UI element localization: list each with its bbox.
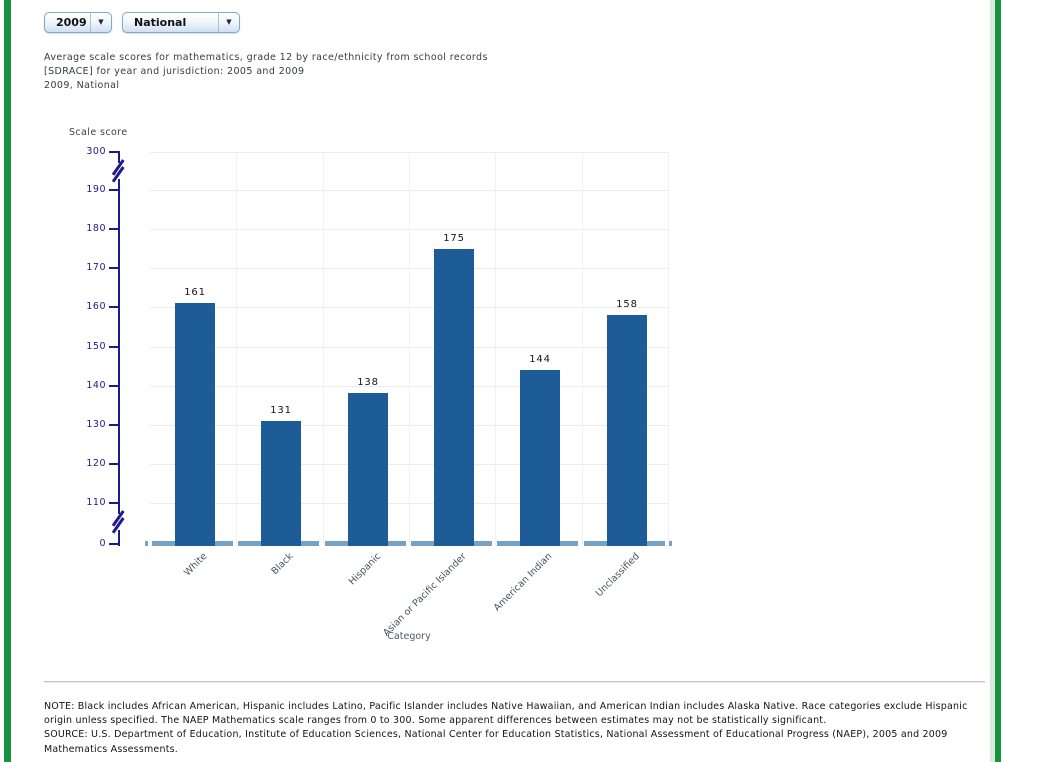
y-tick-mark bbox=[109, 385, 119, 387]
y-tick-label: 0 bbox=[99, 538, 106, 549]
y-tick-mark bbox=[109, 346, 119, 348]
y-tick-mark bbox=[109, 424, 119, 426]
footer-notes: NOTE: Black includes African American, H… bbox=[44, 700, 990, 757]
category-label: Hispanic bbox=[346, 551, 383, 588]
y-tick-mark bbox=[109, 306, 119, 308]
right-light-green-strip bbox=[990, 0, 995, 762]
chart-title: Average scale scores for mathematics, gr… bbox=[44, 51, 488, 93]
gridline-vertical bbox=[236, 152, 237, 545]
bar-value-label: 138 bbox=[357, 377, 379, 388]
jurisdiction-dropdown-value: National bbox=[134, 16, 187, 29]
y-axis-title: Scale score bbox=[69, 127, 128, 138]
source-text: SOURCE: U.S. Department of Education, In… bbox=[44, 729, 948, 755]
chart-title-line2: [SDRACE] for year and jurisdiction: 2005… bbox=[44, 66, 305, 77]
left-green-border bbox=[4, 0, 11, 762]
y-tick-label: 300 bbox=[86, 146, 106, 157]
y-tick-mark bbox=[109, 151, 119, 153]
y-tick-mark bbox=[109, 463, 119, 465]
y-tick-mark bbox=[109, 502, 119, 504]
category-label: Asian or Pacific Islander bbox=[381, 551, 469, 639]
y-tick-label: 120 bbox=[86, 458, 106, 469]
y-tick-label: 180 bbox=[86, 223, 106, 234]
y-tick-mark bbox=[109, 543, 119, 545]
y-axis-line bbox=[117, 151, 120, 546]
category-label: White bbox=[182, 551, 210, 579]
bar-value-label: 144 bbox=[529, 354, 551, 365]
gridline-vertical bbox=[582, 152, 583, 545]
year-dropdown[interactable]: 2009 ▼ bbox=[44, 12, 112, 33]
gridline-vertical bbox=[323, 152, 324, 545]
category-label: Unclassified bbox=[593, 551, 642, 600]
bar bbox=[348, 393, 388, 546]
jurisdiction-dropdown[interactable]: National ▼ bbox=[122, 12, 240, 33]
bar-value-label: 131 bbox=[270, 405, 292, 416]
bar-value-label: 175 bbox=[443, 233, 465, 244]
bar bbox=[434, 249, 474, 546]
year-dropdown-value: 2009 bbox=[56, 16, 87, 29]
bar bbox=[261, 421, 301, 546]
y-tick-label: 160 bbox=[86, 301, 106, 312]
chevron-down-icon: ▼ bbox=[98, 18, 104, 26]
year-dropdown-button[interactable]: ▼ bbox=[90, 13, 111, 32]
baseline-cap bbox=[669, 541, 672, 546]
y-tick-mark bbox=[109, 189, 119, 191]
bar bbox=[520, 370, 560, 546]
chevron-down-icon: ▼ bbox=[226, 18, 232, 26]
category-label: American Indian bbox=[492, 551, 555, 614]
gridline-vertical bbox=[409, 152, 410, 545]
y-tick-label: 130 bbox=[86, 419, 106, 430]
note-text: NOTE: Black includes African American, H… bbox=[44, 701, 968, 727]
bar bbox=[607, 315, 647, 546]
y-tick-label: 190 bbox=[86, 184, 106, 195]
y-tick-mark bbox=[109, 228, 119, 230]
y-tick-label: 110 bbox=[86, 497, 106, 508]
gridline-vertical bbox=[495, 152, 496, 545]
chart-title-line1: Average scale scores for mathematics, gr… bbox=[44, 52, 488, 63]
chart-title-line3: 2009, National bbox=[44, 80, 120, 91]
right-green-border bbox=[995, 0, 1001, 762]
y-tick-label: 150 bbox=[86, 341, 106, 352]
bar-value-label: 161 bbox=[184, 287, 206, 298]
baseline-cap bbox=[145, 541, 148, 546]
jurisdiction-dropdown-button[interactable]: ▼ bbox=[218, 13, 239, 32]
x-axis-title: Category bbox=[387, 631, 431, 642]
y-tick-label: 170 bbox=[86, 262, 106, 273]
footer-divider bbox=[44, 681, 985, 682]
y-tick-label: 140 bbox=[86, 380, 106, 391]
category-label: Black bbox=[269, 551, 296, 577]
y-tick-mark bbox=[109, 267, 119, 269]
bar-value-label: 158 bbox=[616, 299, 638, 310]
gridline-vertical bbox=[668, 152, 669, 545]
bar bbox=[175, 303, 215, 546]
